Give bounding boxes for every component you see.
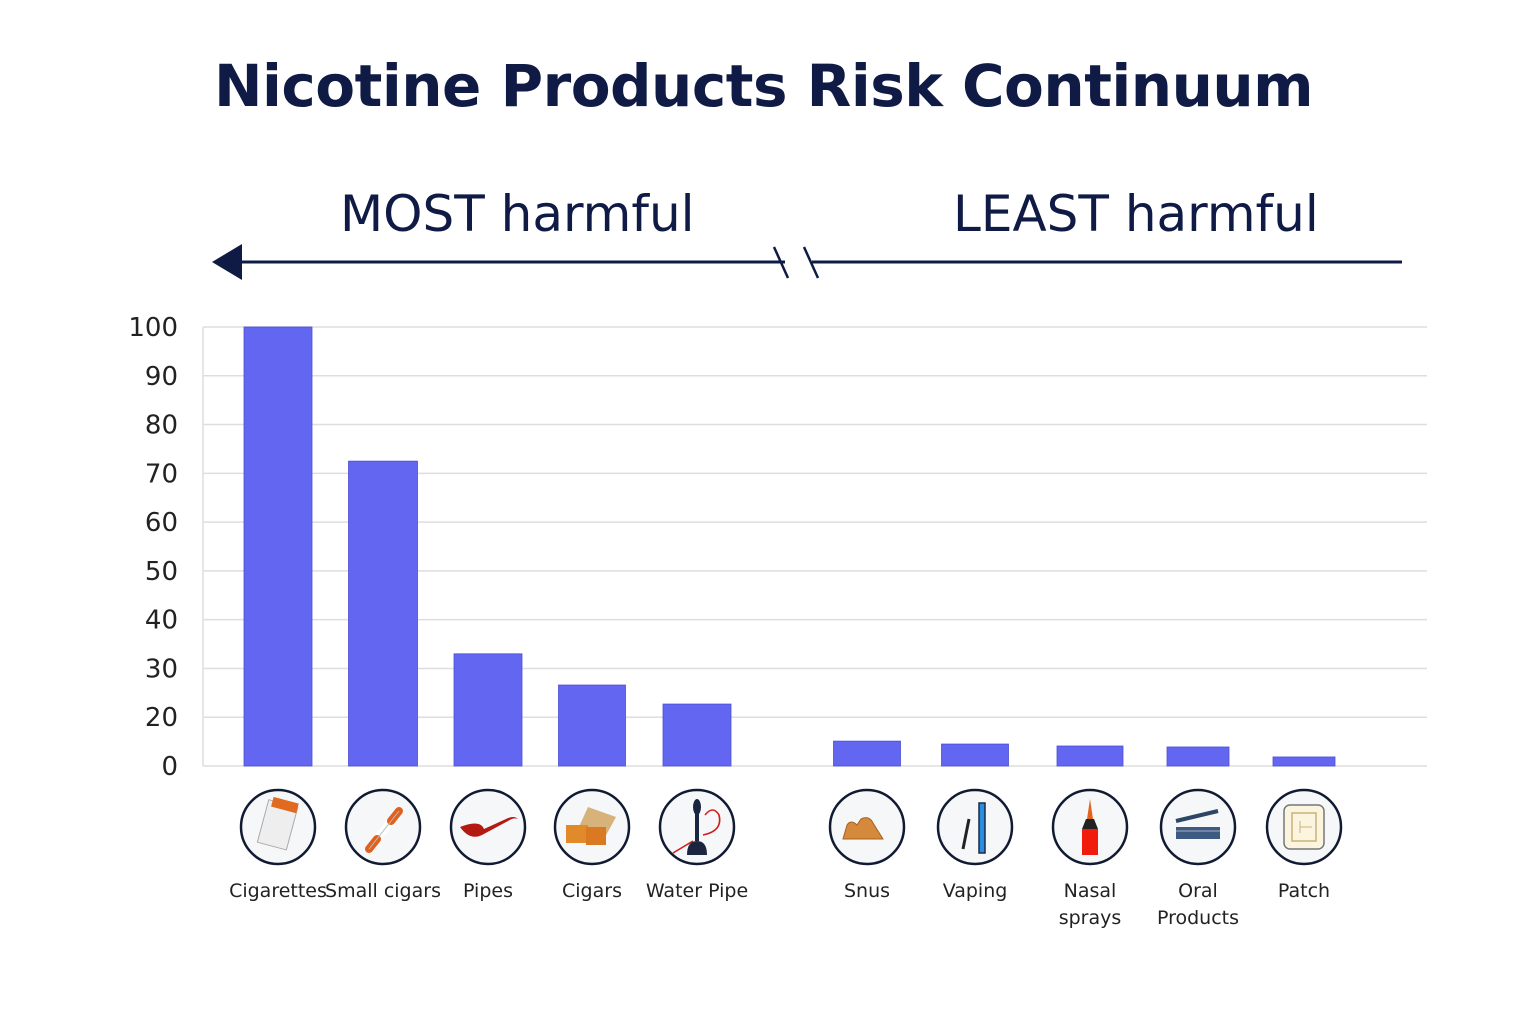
x-category-label: Cigarettes xyxy=(229,880,327,902)
bar-pipes xyxy=(453,653,523,767)
x-category-label: Snus xyxy=(844,880,890,902)
y-tick-label: 100 xyxy=(128,313,178,343)
bar-water-pipe xyxy=(662,703,732,767)
bar-nasal-sprays xyxy=(1056,745,1124,767)
least-harmful-label: LEAST harmful xyxy=(953,185,1319,243)
bar-snus xyxy=(833,740,901,767)
cigar-box-icon xyxy=(553,788,631,866)
x-category-label: Patch xyxy=(1278,880,1330,902)
x-category-label: Vaping xyxy=(943,880,1008,902)
y-tick-label: 30 xyxy=(145,654,178,684)
x-category-label: sprays xyxy=(1059,907,1122,929)
axis-break-icon xyxy=(772,246,790,279)
bar-vaping xyxy=(941,743,1009,767)
y-tick-label: 90 xyxy=(145,362,178,392)
most-harmful-label: MOST harmful xyxy=(340,185,695,243)
snus-pouch-icon xyxy=(828,788,906,866)
y-tick-label: 80 xyxy=(145,411,178,441)
bar-small-cigars xyxy=(348,460,418,767)
x-category-label: Oral xyxy=(1178,880,1218,902)
x-category-label: Nasal xyxy=(1064,880,1117,902)
bar-oral-products xyxy=(1166,746,1230,767)
x-category-label: Pipes xyxy=(463,880,513,902)
patch-icon xyxy=(1265,788,1343,866)
x-category-label: Products xyxy=(1157,907,1239,929)
arrow-head-icon xyxy=(212,244,242,280)
nasal-spray-icon xyxy=(1051,788,1129,866)
pipe-icon xyxy=(449,788,527,866)
y-tick-label: 60 xyxy=(145,508,178,538)
risk-arrow xyxy=(212,244,1402,280)
x-category-label: Water Pipe xyxy=(646,880,748,902)
vape-pen-icon xyxy=(936,788,1014,866)
y-tick-label: 40 xyxy=(145,606,178,636)
x-category-label: Small cigars xyxy=(325,880,441,902)
x-category-label: Cigars xyxy=(562,880,622,902)
bar-cigarettes xyxy=(243,326,313,767)
y-tick-label: 20 xyxy=(145,703,178,733)
y-tick-label: 0 xyxy=(161,752,178,782)
cigarette-pack-icon xyxy=(239,788,317,866)
bar-patch xyxy=(1272,756,1336,767)
chart-title: Nicotine Products Risk Continuum xyxy=(214,52,1314,120)
y-tick-label: 50 xyxy=(145,557,178,587)
y-tick-label: 70 xyxy=(145,459,178,489)
oral-product-icon xyxy=(1159,788,1237,866)
small-cigar-icon xyxy=(344,788,422,866)
bar-cigars xyxy=(558,684,626,767)
water-pipe-icon xyxy=(658,788,736,866)
